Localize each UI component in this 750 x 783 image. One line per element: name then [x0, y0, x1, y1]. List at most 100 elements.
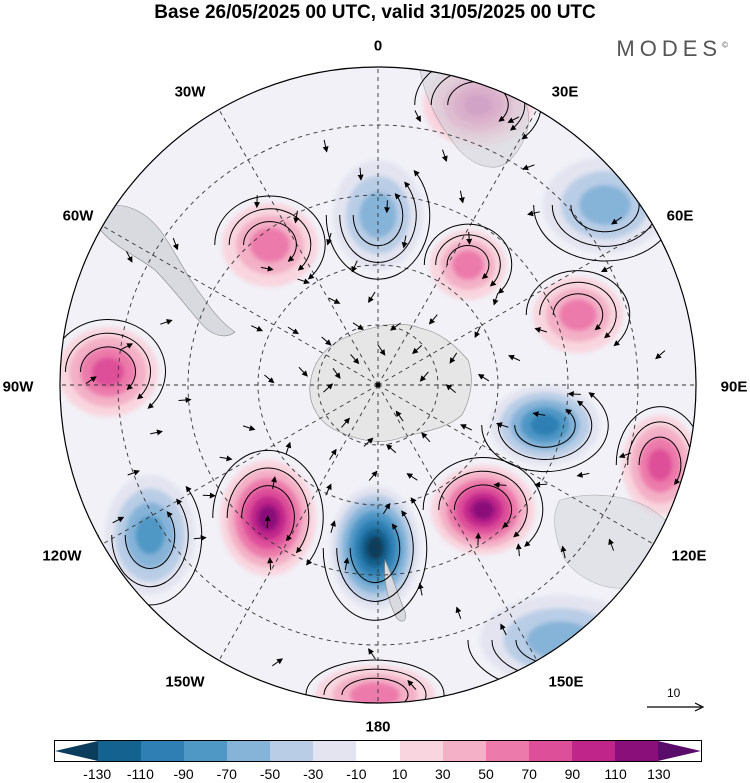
colorbar-segment	[55, 741, 99, 761]
wind-arrow	[492, 292, 499, 306]
meridian-line	[377, 384, 656, 546]
streamline	[60, 319, 166, 409]
antarctica-landmass	[309, 323, 472, 442]
wind-arrow	[160, 319, 173, 325]
colorbar-segment	[399, 741, 443, 761]
negative-anomaly	[330, 486, 420, 610]
colorbar-tick-label: 130	[647, 766, 671, 782]
positive-anomaly	[430, 230, 506, 300]
wind-arrow	[250, 325, 263, 332]
colorbar-tick-label: -110	[126, 766, 154, 782]
wind-arrow	[297, 278, 310, 285]
wind-arrow	[445, 384, 456, 393]
colorbar-tick-label: -90	[173, 766, 194, 782]
streamline	[615, 406, 696, 507]
wind-arrow	[474, 326, 481, 339]
map-boundary	[59, 66, 697, 704]
wind-arrow	[493, 481, 507, 488]
field-layer	[60, 67, 696, 703]
wind-arrow	[242, 425, 256, 431]
wind-arrow	[323, 383, 334, 393]
wind-arrow	[407, 679, 417, 690]
wind-arrow	[368, 648, 376, 660]
positive-anomaly	[222, 203, 318, 287]
lon-label-0: 0	[373, 37, 383, 55]
negative-anomaly	[490, 385, 600, 465]
colorbar-tick-label: 90	[564, 766, 581, 782]
wind-arrow	[532, 411, 546, 418]
wind-arrow	[332, 368, 341, 379]
lon-label-150w: 150W	[165, 673, 205, 691]
wind-arrow	[357, 167, 364, 181]
wind-arrow	[112, 516, 125, 524]
streamline	[422, 457, 544, 547]
wind-arrow	[611, 216, 623, 225]
colorbar-segment	[227, 741, 271, 761]
colorbar-segment	[141, 741, 185, 761]
meridian-line	[100, 384, 379, 546]
wind-arrow	[298, 366, 308, 377]
wind-arrow	[321, 336, 332, 346]
latitude-circle	[187, 194, 569, 576]
streamline	[497, 400, 593, 460]
colorbar-ticks: -130 -110 -90 -70 -50 -30 -10 10 30 50 70 90 110 130	[54, 766, 702, 782]
wind-arrow	[343, 557, 350, 571]
meridian-line	[217, 384, 379, 663]
wind-arrow	[395, 410, 404, 422]
copyright-mark: ©	[722, 40, 728, 50]
vector-scale-arrow	[647, 702, 705, 712]
lon-label-150e: 150E	[548, 673, 584, 691]
colorbar-tick-label: 30	[435, 766, 451, 782]
streamline	[435, 234, 501, 287]
streamline	[481, 392, 609, 473]
wind-arrow	[330, 520, 336, 533]
wind-arrow	[264, 515, 271, 529]
positive-anomaly	[315, 665, 435, 703]
wind-arrow	[475, 532, 482, 546]
colorbar	[54, 740, 702, 762]
wind-arrow	[508, 354, 521, 362]
lon-label-30w: 30W	[174, 83, 206, 101]
colorbar-segment	[614, 741, 658, 761]
positive-anomaly	[431, 465, 535, 555]
south-pole-marker	[375, 382, 381, 388]
colorbar-tick-label: -10	[346, 766, 367, 782]
wind-arrow	[272, 658, 283, 667]
negative-anomaly	[105, 475, 195, 595]
meridian-line	[100, 224, 379, 386]
wind-arrow	[270, 476, 277, 489]
wind-arrow	[527, 210, 540, 217]
wind-arrow	[419, 371, 429, 382]
lon-label-30e: 30E	[551, 83, 579, 101]
map-title: Base 26/05/2025 00 UTC, valid 31/05/2025…	[154, 2, 596, 23]
wind-arrow	[428, 314, 438, 325]
streamline	[79, 346, 136, 390]
streamline	[212, 449, 324, 566]
wind-arrow	[382, 502, 391, 515]
wind-arrow	[441, 149, 448, 162]
wind-arrow	[260, 265, 274, 272]
wind-arrow	[329, 448, 337, 460]
wind-arrow	[390, 322, 401, 331]
colorbar-tick-label: -130	[83, 766, 112, 782]
wind-arrow	[507, 116, 520, 123]
wind-arrow	[264, 374, 275, 384]
wind-arrow	[576, 471, 590, 478]
wind-arrow	[655, 350, 666, 360]
streamline	[339, 181, 417, 263]
streamline	[539, 281, 617, 339]
wind-arrow	[386, 444, 397, 454]
lon-label-180: 180	[365, 718, 391, 736]
south-america-landmass	[93, 204, 236, 337]
streamline	[446, 244, 490, 280]
wind-arrow	[352, 322, 364, 331]
lon-label-90w: 90W	[2, 378, 34, 396]
colorbar-segment	[657, 741, 701, 761]
colorbar-segment	[356, 741, 400, 761]
meridian-line	[217, 107, 379, 386]
wind-arrow	[618, 452, 632, 459]
wind-arrow	[322, 139, 329, 153]
wind-arrow	[414, 110, 421, 123]
wind-arrow	[121, 343, 134, 350]
